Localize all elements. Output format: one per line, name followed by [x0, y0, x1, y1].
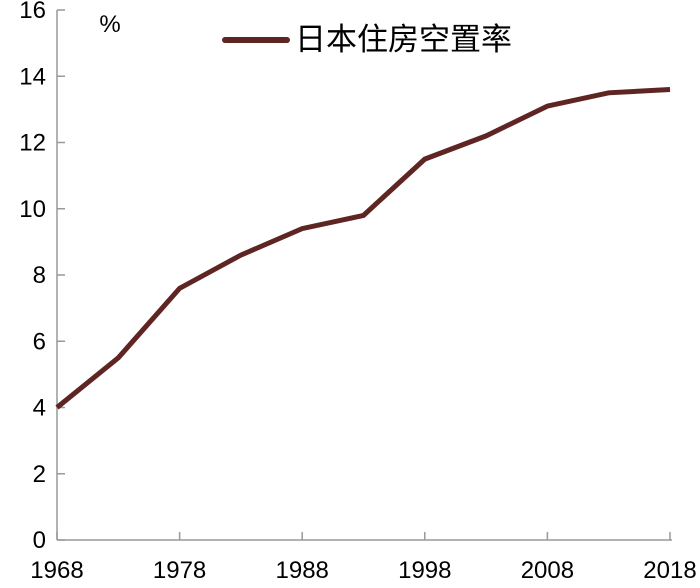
x-axis-tick-label: 1968	[30, 557, 83, 584]
x-axis-tick-label: 2008	[521, 557, 574, 584]
y-axis-tick-label: 6	[33, 328, 46, 355]
y-axis-tick-label: 0	[33, 527, 46, 554]
y-axis-tick-label: 2	[33, 461, 46, 488]
x-axis-tick-label: 1978	[153, 557, 206, 584]
x-axis-tick-label: 1988	[276, 557, 329, 584]
y-axis-tick-label: 16	[19, 0, 46, 24]
vacancy-rate-line	[55, 87, 671, 410]
x-axis-tick-label: 2018	[643, 557, 696, 584]
y-axis-tick-label: 14	[19, 63, 46, 90]
y-axis-tick-label: 10	[19, 196, 46, 223]
y-axis-tick-label: 12	[19, 130, 46, 157]
x-axis-tick-label: 1998	[398, 557, 451, 584]
legend-label: 日本住房空置率	[295, 22, 512, 57]
y-axis-tick-label: 4	[33, 395, 46, 422]
y-axis-unit-label: %	[99, 11, 120, 38]
y-axis-tick-label: 8	[33, 262, 46, 289]
